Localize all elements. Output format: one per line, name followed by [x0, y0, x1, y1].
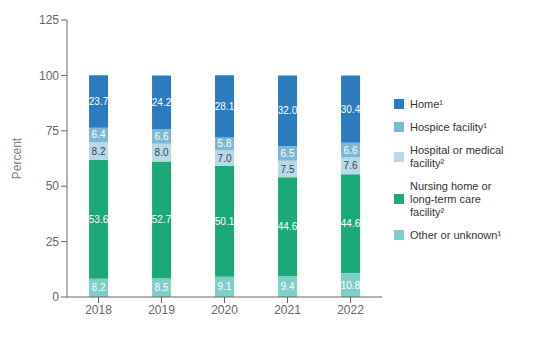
html-text:Home¹: Home¹	[410, 97, 443, 110]
svg-text:30.4: 30.4	[341, 104, 361, 115]
svg-text:6.6: 6.6	[344, 145, 358, 156]
svg-text:50.1: 50.1	[215, 216, 235, 227]
svg-text:10.8: 10.8	[341, 280, 361, 291]
svg-text:8.2: 8.2	[92, 146, 106, 157]
svg-text:44.6: 44.6	[341, 218, 361, 229]
svg-text:8.0: 8.0	[155, 147, 169, 158]
svg-text:125: 125	[39, 13, 59, 27]
svg-text:7.6: 7.6	[344, 160, 358, 171]
svg-text:6.4: 6.4	[92, 129, 106, 140]
svg-text:53.6: 53.6	[89, 214, 109, 225]
svg-text:9.1: 9.1	[218, 281, 232, 292]
svg-text:75: 75	[46, 124, 60, 138]
svg-text:0: 0	[52, 290, 59, 304]
svg-text:8.2: 8.2	[92, 282, 106, 293]
svg-text:24.2: 24.2	[152, 97, 172, 108]
svg-text:2018: 2018	[85, 303, 112, 317]
html-text:Hospice facility¹: Hospice facility¹	[410, 120, 487, 133]
svg-text:5.8: 5.8	[218, 138, 232, 149]
svg-text:25: 25	[46, 235, 60, 249]
svg-text:6.6: 6.6	[155, 131, 169, 142]
svg-text:Percent: Percent	[10, 137, 24, 179]
svg-text:23.7: 23.7	[89, 96, 109, 107]
svg-text:7.5: 7.5	[281, 164, 295, 175]
svg-text:2021: 2021	[274, 303, 301, 317]
svg-text:6.5: 6.5	[281, 148, 295, 159]
svg-text:2019: 2019	[148, 303, 175, 317]
svg-text:44.6: 44.6	[278, 221, 298, 232]
svg-text:52.7: 52.7	[152, 214, 172, 225]
svg-text:32.0: 32.0	[278, 105, 298, 116]
svg-text:2022: 2022	[337, 303, 364, 317]
svg-text:50: 50	[46, 179, 60, 193]
svg-text:2020: 2020	[211, 303, 238, 317]
svg-text:100: 100	[39, 69, 59, 83]
svg-text:7.0: 7.0	[218, 153, 232, 164]
html-text:Hospital or medical facility²: Hospital or medical facility²	[410, 143, 504, 169]
html-text:Other or unknown¹: Other or unknown¹	[410, 228, 502, 241]
svg-text:28.1: 28.1	[215, 101, 235, 112]
svg-text:8.5: 8.5	[155, 282, 169, 293]
svg-text:9.4: 9.4	[281, 281, 295, 292]
html-text:Nursing home or long-term care: Nursing home or long-term care facility²	[410, 179, 492, 218]
